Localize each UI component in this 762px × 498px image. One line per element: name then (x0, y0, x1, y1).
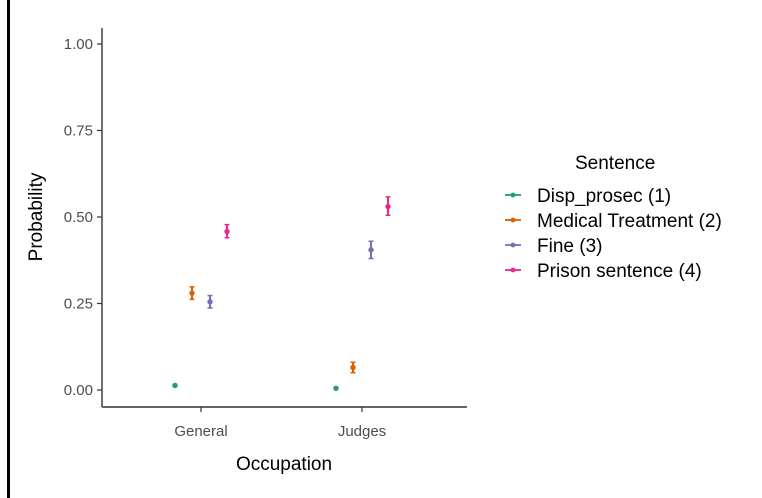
x-ticks: General Judges (174, 407, 386, 440)
series-2 (189, 286, 356, 374)
legend-item: Fine (3) (505, 236, 602, 257)
data-point (172, 382, 178, 389)
legend-item: Prison sentence (4) (505, 261, 702, 282)
page-edge-line (7, 0, 10, 498)
data-point (368, 247, 374, 253)
y-tick-label: 0.25 (64, 296, 93, 313)
legend-label: Prison sentence (4) (537, 261, 702, 282)
legend-key-point (510, 267, 516, 273)
axes (101, 28, 467, 408)
legend-item: Disp_prosec (1) (505, 186, 671, 207)
legend-item: Medical Treatment (2) (505, 211, 722, 232)
legend-label: Disp_prosec (1) (537, 186, 671, 207)
legend-items: Disp_prosec (1) Medical Treatment (2) Fine… (505, 186, 722, 282)
data-point (350, 364, 356, 371)
data-point (207, 299, 213, 305)
legend-title: Sentence (575, 153, 655, 174)
y-ticks: 0.00 0.25 0.50 0.75 1.00 (64, 36, 102, 399)
y-tick-label: 1.00 (64, 36, 93, 53)
legend: Sentence Disp_prosec (1) Medical Treatmen… (505, 153, 722, 282)
legend-label: Medical Treatment (2) (537, 211, 722, 232)
legend-label: Fine (3) (537, 236, 602, 257)
y-tick-label: 0.00 (64, 382, 93, 399)
x-tick-label: Judges (338, 423, 386, 440)
series-3 (207, 240, 374, 309)
data-point (333, 385, 339, 391)
x-axis-title: Occupation (236, 454, 332, 475)
legend-key-point (510, 242, 516, 248)
y-axis-title: Probability (26, 172, 47, 261)
data-point (224, 228, 230, 235)
data-point (385, 203, 391, 210)
data-marks (172, 196, 391, 391)
y-tick-label: 0.75 (64, 123, 93, 140)
legend-key-point (510, 217, 516, 223)
x-tick-label: General (174, 423, 227, 440)
y-tick-label: 0.50 (64, 209, 93, 226)
data-point (189, 290, 195, 296)
series-4 (224, 196, 391, 239)
series-1 (172, 382, 339, 391)
legend-key-point (510, 192, 516, 198)
